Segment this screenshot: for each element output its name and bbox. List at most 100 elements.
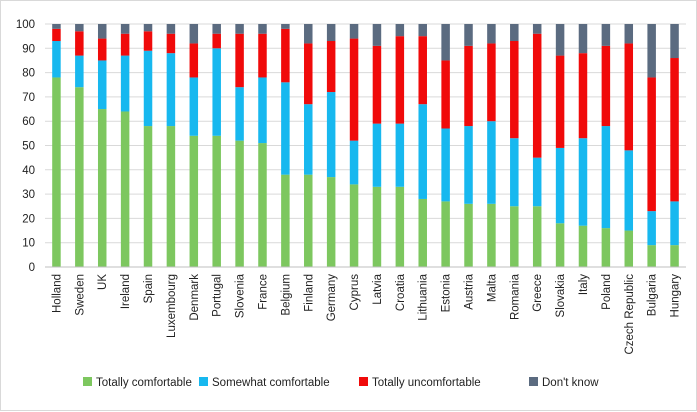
bar-segment xyxy=(624,230,634,267)
bar-segment xyxy=(372,123,382,187)
bar-segment xyxy=(349,184,359,267)
x-tick-label: Luxembourg xyxy=(166,274,178,338)
bar-segment xyxy=(349,38,359,141)
x-tick-label: UK xyxy=(97,274,109,290)
y-tick-label: 60 xyxy=(22,116,35,128)
bar-segment xyxy=(258,33,267,78)
y-tick-label: 30 xyxy=(22,189,35,201)
x-tick-label: Germany xyxy=(326,274,338,322)
bar-segment xyxy=(441,24,450,61)
bar-segment xyxy=(487,24,496,44)
bar-segment xyxy=(212,135,221,267)
y-tick-label: 70 xyxy=(22,92,35,104)
bar-segment xyxy=(395,36,405,124)
bar-segment xyxy=(166,53,176,127)
bar-segment xyxy=(235,24,244,34)
bar-segment xyxy=(143,126,153,267)
x-tick-label: Romania xyxy=(509,273,521,320)
x-tick-label: Sweden xyxy=(74,274,86,316)
bar-segment xyxy=(601,24,611,46)
legend-swatch xyxy=(83,377,92,386)
y-axis-ticks: 0 10 20 30 40 50 60 70 80 90 100 xyxy=(16,19,35,274)
x-tick-label: Holland xyxy=(51,274,63,313)
bar-segment xyxy=(304,24,313,44)
bar-segment xyxy=(304,174,313,267)
legend-label: Totally uncomfortable xyxy=(372,377,481,389)
x-tick-label: Spain xyxy=(143,274,155,303)
bar-segment xyxy=(52,77,61,268)
bar-segment xyxy=(418,24,427,37)
x-tick-label: Poland xyxy=(601,274,613,310)
bar-segment xyxy=(258,24,267,34)
x-tick-label: Italy xyxy=(578,274,590,295)
y-tick-label: 20 xyxy=(22,213,35,225)
bar-segment xyxy=(52,28,61,42)
bar-segment xyxy=(212,48,221,136)
bar-segment xyxy=(532,157,542,207)
bar-segment xyxy=(281,174,290,267)
bar-segment xyxy=(601,228,611,267)
bar-segment xyxy=(487,121,496,204)
bar-segment xyxy=(143,31,153,51)
bar-segment xyxy=(189,43,199,78)
x-tick-label: France xyxy=(257,274,269,310)
bar-segment xyxy=(304,104,313,175)
bar-segment xyxy=(372,24,382,46)
x-tick-label: Bulgaria xyxy=(647,273,659,316)
bar-segment xyxy=(670,58,679,202)
bar-segment xyxy=(578,24,588,54)
bar-segment xyxy=(395,123,405,187)
bar-segment xyxy=(647,245,656,267)
bar-segment xyxy=(52,41,61,78)
bar-segment xyxy=(601,126,611,229)
x-tick-label: Czech Republic xyxy=(624,274,636,355)
bar-segment xyxy=(464,24,473,46)
bar-segment xyxy=(372,45,382,124)
bar-segment xyxy=(578,138,588,226)
bar-segment xyxy=(349,140,359,185)
y-tick-label: 40 xyxy=(22,165,35,177)
bar-segment xyxy=(670,24,679,59)
bar-segment xyxy=(235,87,244,141)
bar-segment xyxy=(464,203,473,267)
bar-segment xyxy=(189,24,199,44)
bar-segment xyxy=(670,201,679,246)
bar-segment xyxy=(647,24,656,78)
bar-segment xyxy=(418,104,427,199)
bar-segment xyxy=(75,31,84,56)
y-tick-label: 0 xyxy=(29,262,35,274)
bar-segment xyxy=(601,45,611,127)
bar-segment xyxy=(555,223,565,267)
x-tick-label: Malta xyxy=(486,273,498,302)
bar-segment xyxy=(510,24,519,42)
bar-segment xyxy=(97,60,107,110)
y-tick-label: 90 xyxy=(22,43,35,55)
bar-segment xyxy=(97,38,107,61)
bar-segment xyxy=(166,24,176,34)
bar-segment xyxy=(624,150,634,231)
x-tick-label: Hungary xyxy=(670,274,682,318)
bar-segment xyxy=(418,36,427,105)
bar-segment xyxy=(120,55,130,112)
bar-segment xyxy=(510,138,519,207)
bar-segment xyxy=(258,143,267,267)
bar-segment xyxy=(510,41,519,139)
x-tick-label: Greece xyxy=(532,274,544,312)
legend-label: Don't know xyxy=(542,377,599,389)
bar-segment xyxy=(212,24,221,34)
x-tick-label: Austria xyxy=(464,273,476,309)
bar-segment xyxy=(120,24,130,34)
bar-segment xyxy=(258,77,267,144)
x-tick-label: Estonia xyxy=(441,273,453,312)
bar-segment xyxy=(281,24,290,29)
bar-segment xyxy=(75,55,84,88)
gridlines xyxy=(45,23,686,244)
x-tick-label: Slovakia xyxy=(555,273,567,317)
x-tick-label: Belgium xyxy=(280,274,292,316)
bar-segment xyxy=(235,33,244,88)
bar-segment xyxy=(578,53,588,139)
x-tick-label: Lithuania xyxy=(418,273,430,320)
bar-segment xyxy=(120,111,130,267)
